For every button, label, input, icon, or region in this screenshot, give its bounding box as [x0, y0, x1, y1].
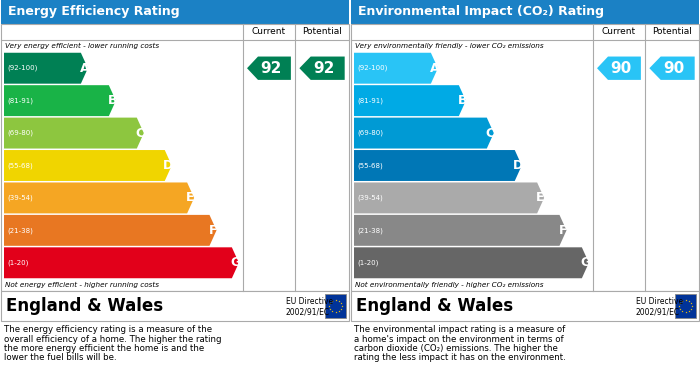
- Text: G: G: [230, 256, 241, 269]
- Text: F: F: [209, 224, 217, 237]
- Text: 92: 92: [260, 61, 281, 76]
- Polygon shape: [4, 85, 116, 116]
- Text: Very energy efficient - lower running costs: Very energy efficient - lower running co…: [5, 43, 159, 49]
- Text: 92: 92: [313, 61, 335, 76]
- Text: A: A: [80, 62, 89, 75]
- Polygon shape: [354, 248, 589, 278]
- Text: Environmental Impact (CO₂) Rating: Environmental Impact (CO₂) Rating: [358, 5, 604, 18]
- Text: (92-100): (92-100): [7, 65, 37, 72]
- Text: (21-38): (21-38): [7, 227, 33, 233]
- Text: E: E: [536, 192, 545, 204]
- Text: lower the fuel bills will be.: lower the fuel bills will be.: [4, 353, 117, 362]
- Text: 90: 90: [610, 61, 631, 76]
- Text: C: C: [486, 127, 495, 140]
- Text: B: B: [458, 94, 467, 107]
- Text: 90: 90: [663, 61, 685, 76]
- FancyBboxPatch shape: [1, 0, 349, 24]
- Text: Current: Current: [602, 27, 636, 36]
- Text: 2002/91/EC: 2002/91/EC: [286, 307, 330, 316]
- Text: EU Directive: EU Directive: [286, 297, 333, 306]
- Polygon shape: [4, 150, 171, 181]
- FancyBboxPatch shape: [675, 294, 696, 318]
- FancyBboxPatch shape: [1, 24, 349, 291]
- Polygon shape: [650, 57, 694, 80]
- Text: (21-38): (21-38): [357, 227, 383, 233]
- Text: (39-54): (39-54): [357, 195, 383, 201]
- FancyBboxPatch shape: [325, 294, 346, 318]
- Polygon shape: [354, 215, 566, 246]
- Text: Potential: Potential: [302, 27, 342, 36]
- Text: Very environmentally friendly - lower CO₂ emissions: Very environmentally friendly - lower CO…: [355, 43, 544, 49]
- Text: E: E: [186, 192, 195, 204]
- Text: rating the less impact it has on the environment.: rating the less impact it has on the env…: [354, 353, 566, 362]
- Polygon shape: [354, 183, 544, 213]
- Text: (55-68): (55-68): [7, 162, 33, 169]
- Text: (69-80): (69-80): [357, 130, 383, 136]
- Polygon shape: [300, 57, 344, 80]
- Text: (81-91): (81-91): [7, 97, 33, 104]
- FancyBboxPatch shape: [351, 291, 699, 321]
- Polygon shape: [354, 85, 466, 116]
- Polygon shape: [4, 53, 88, 84]
- Text: Potential: Potential: [652, 27, 692, 36]
- Text: B: B: [108, 94, 117, 107]
- Text: F: F: [559, 224, 567, 237]
- Text: the more energy efficient the home is and the: the more energy efficient the home is an…: [4, 344, 204, 353]
- Text: (69-80): (69-80): [7, 130, 33, 136]
- Text: (92-100): (92-100): [357, 65, 387, 72]
- Text: carbon dioxide (CO₂) emissions. The higher the: carbon dioxide (CO₂) emissions. The high…: [354, 344, 558, 353]
- Polygon shape: [354, 118, 493, 149]
- Polygon shape: [354, 53, 438, 84]
- Polygon shape: [354, 150, 522, 181]
- Polygon shape: [4, 118, 143, 149]
- FancyBboxPatch shape: [351, 0, 699, 24]
- Text: G: G: [580, 256, 591, 269]
- FancyBboxPatch shape: [351, 24, 699, 291]
- Text: D: D: [163, 159, 174, 172]
- Text: Not energy efficient - higher running costs: Not energy efficient - higher running co…: [5, 282, 159, 288]
- Text: D: D: [513, 159, 524, 172]
- Text: overall efficiency of a home. The higher the rating: overall efficiency of a home. The higher…: [4, 334, 221, 344]
- Text: C: C: [136, 127, 145, 140]
- Text: Not environmentally friendly - higher CO₂ emissions: Not environmentally friendly - higher CO…: [355, 282, 543, 288]
- FancyBboxPatch shape: [1, 291, 349, 321]
- Polygon shape: [4, 183, 194, 213]
- Text: (1-20): (1-20): [357, 260, 379, 266]
- Text: (39-54): (39-54): [7, 195, 33, 201]
- Text: A: A: [430, 62, 439, 75]
- Text: (81-91): (81-91): [357, 97, 383, 104]
- Polygon shape: [247, 57, 291, 80]
- Text: Energy Efficiency Rating: Energy Efficiency Rating: [8, 5, 180, 18]
- Polygon shape: [4, 215, 216, 246]
- Text: England & Wales: England & Wales: [356, 297, 513, 315]
- Polygon shape: [597, 57, 641, 80]
- Text: a home's impact on the environment in terms of: a home's impact on the environment in te…: [354, 334, 564, 344]
- Polygon shape: [4, 248, 239, 278]
- Text: The energy efficiency rating is a measure of the: The energy efficiency rating is a measur…: [4, 325, 212, 334]
- Text: England & Wales: England & Wales: [6, 297, 163, 315]
- Text: EU Directive: EU Directive: [636, 297, 683, 306]
- Text: Current: Current: [252, 27, 286, 36]
- Text: 2002/91/EC: 2002/91/EC: [636, 307, 680, 316]
- Text: The environmental impact rating is a measure of: The environmental impact rating is a mea…: [354, 325, 566, 334]
- Text: (1-20): (1-20): [7, 260, 29, 266]
- Text: (55-68): (55-68): [357, 162, 383, 169]
